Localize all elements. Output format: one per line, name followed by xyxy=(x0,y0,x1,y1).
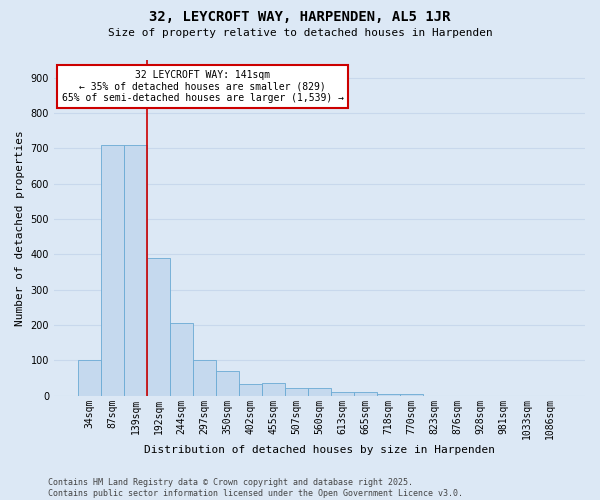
Bar xyxy=(124,145,147,396)
Bar xyxy=(377,394,400,396)
Text: 32, LEYCROFT WAY, HARPENDEN, AL5 1JR: 32, LEYCROFT WAY, HARPENDEN, AL5 1JR xyxy=(149,10,451,24)
Bar xyxy=(285,388,308,396)
Bar xyxy=(308,388,331,396)
Text: Size of property relative to detached houses in Harpenden: Size of property relative to detached ho… xyxy=(107,28,493,38)
Bar xyxy=(400,394,423,396)
Bar xyxy=(147,258,170,396)
Bar xyxy=(239,384,262,396)
Bar xyxy=(331,392,354,396)
Bar xyxy=(354,392,377,396)
Y-axis label: Number of detached properties: Number of detached properties xyxy=(15,130,25,326)
Bar xyxy=(193,360,216,396)
Bar xyxy=(101,145,124,396)
Text: 32 LEYCROFT WAY: 141sqm
← 35% of detached houses are smaller (829)
65% of semi-d: 32 LEYCROFT WAY: 141sqm ← 35% of detache… xyxy=(62,70,344,103)
Bar xyxy=(262,383,285,396)
Text: Contains HM Land Registry data © Crown copyright and database right 2025.
Contai: Contains HM Land Registry data © Crown c… xyxy=(48,478,463,498)
Bar xyxy=(216,371,239,396)
X-axis label: Distribution of detached houses by size in Harpenden: Distribution of detached houses by size … xyxy=(144,445,495,455)
Bar xyxy=(78,360,101,396)
Bar xyxy=(170,323,193,396)
